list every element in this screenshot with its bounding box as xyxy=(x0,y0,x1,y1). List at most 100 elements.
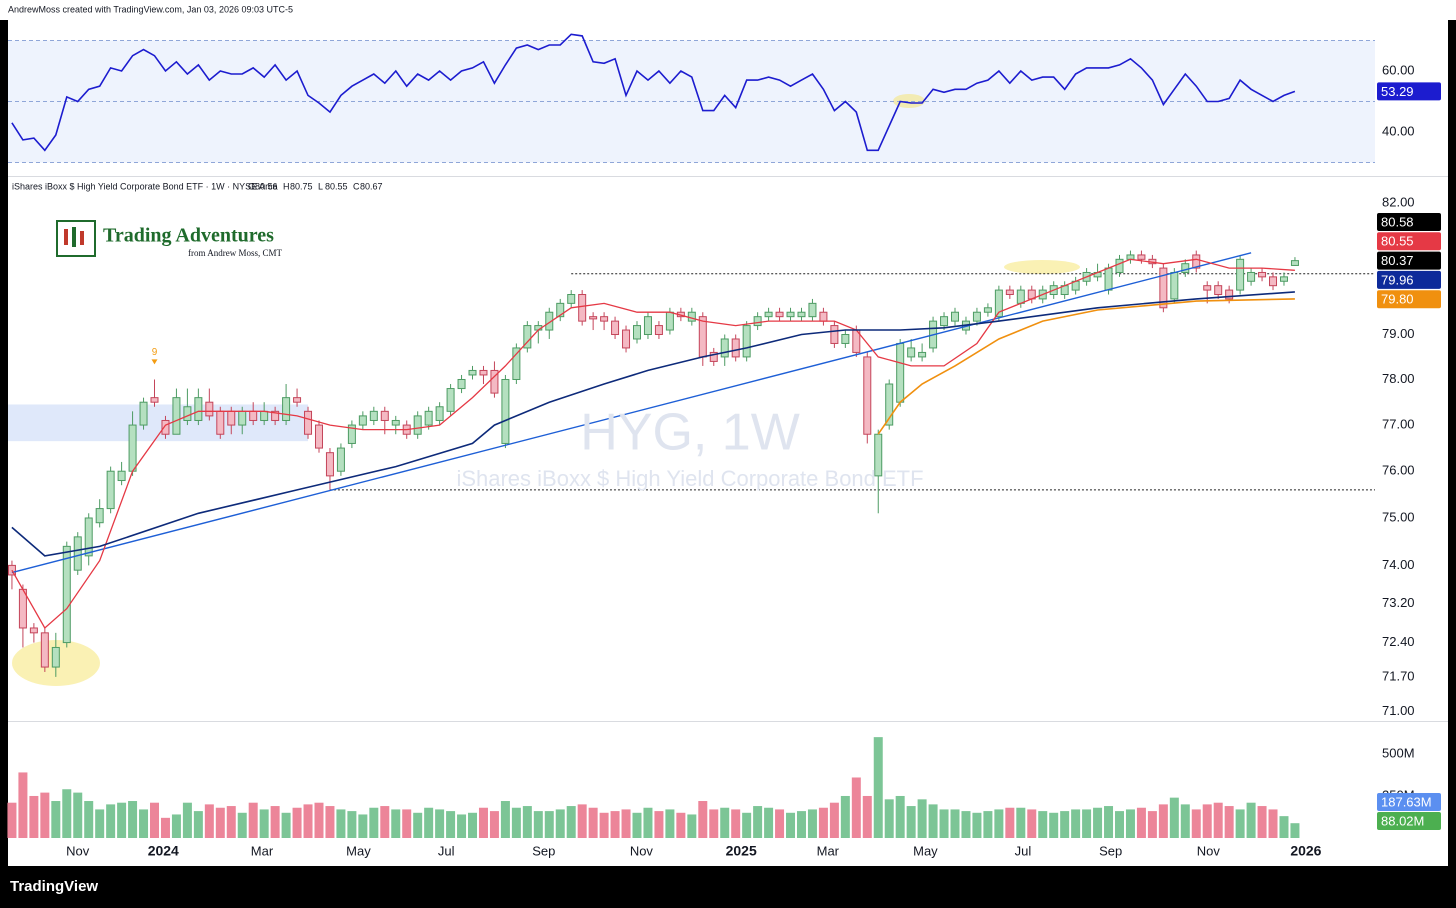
volume-bar xyxy=(248,802,258,838)
logo-icon xyxy=(64,229,68,245)
volume-bar xyxy=(818,807,828,838)
y-tick-label: 73.20 xyxy=(1382,595,1415,610)
candle-body xyxy=(424,410,433,426)
candle-body xyxy=(918,351,927,358)
volume-bar xyxy=(1136,807,1146,838)
top-bar xyxy=(0,0,1456,20)
candle-body xyxy=(84,517,93,557)
volume-bar xyxy=(1279,816,1289,838)
candle-body xyxy=(512,347,521,380)
candle-body xyxy=(600,316,609,322)
ohlc-value: 80.67 xyxy=(360,181,383,191)
candle-body xyxy=(1203,285,1212,291)
candle-body xyxy=(73,536,82,571)
price-badge xyxy=(1377,82,1441,101)
volume-bar xyxy=(413,812,423,838)
volume-bar xyxy=(1060,811,1070,838)
ohlc-prefix: H xyxy=(283,181,290,191)
volume-bar xyxy=(720,807,730,838)
price-badge-label: 80.37 xyxy=(1381,253,1414,268)
highlight xyxy=(893,94,925,108)
y-tick-label: 71.70 xyxy=(1382,668,1415,683)
volume-bar xyxy=(18,772,28,838)
y-tick-label: 74.00 xyxy=(1382,557,1415,572)
volume-bar xyxy=(500,801,510,838)
candle-body xyxy=(1137,254,1146,260)
volume-bar xyxy=(632,812,642,838)
price-badge xyxy=(1377,270,1441,289)
candle-body xyxy=(874,433,883,477)
candle-body xyxy=(161,419,170,435)
y-tick-label: 76.00 xyxy=(1382,463,1415,478)
volume-bar xyxy=(1213,802,1223,838)
volume-bar xyxy=(1147,811,1157,838)
volume-bar xyxy=(906,806,916,838)
logo: Trading Adventures from Andrew Moss, CMT xyxy=(56,220,283,258)
volume-bar xyxy=(160,817,170,838)
volume-bar xyxy=(478,807,488,838)
volume-bar xyxy=(665,809,675,838)
volume-bar xyxy=(654,811,664,838)
candle-body xyxy=(786,311,795,318)
candle-body xyxy=(227,410,236,426)
candle-body xyxy=(150,397,159,403)
volume-bar xyxy=(314,802,324,838)
volume-bar xyxy=(204,804,214,838)
volume-bar xyxy=(51,801,61,838)
candle-body xyxy=(490,369,499,394)
candle-body xyxy=(194,397,203,421)
candle-body xyxy=(578,294,587,322)
volume-bar xyxy=(226,806,236,838)
volume-bar xyxy=(566,806,576,838)
candle-body xyxy=(183,406,192,421)
candle-body xyxy=(205,401,214,417)
candle-body xyxy=(951,311,960,322)
candle-body xyxy=(304,410,313,435)
volume-bar xyxy=(1027,809,1037,838)
volume-bar xyxy=(292,807,302,838)
candle-body xyxy=(325,452,334,477)
volume-bar xyxy=(544,811,554,838)
candle-body xyxy=(808,302,817,318)
price-badge-label: 79.96 xyxy=(1381,272,1414,287)
candle-body xyxy=(1247,271,1256,282)
candle-body xyxy=(841,334,850,344)
volume-bar xyxy=(983,811,993,838)
volume-bar xyxy=(95,809,105,838)
volume-bar xyxy=(555,809,565,838)
volume-bar xyxy=(435,809,445,838)
volume-bar xyxy=(928,804,938,838)
volume-bar xyxy=(62,789,72,838)
volume-bar xyxy=(687,814,697,838)
volume-bar xyxy=(281,812,291,838)
volume-bar xyxy=(1038,811,1048,838)
x-tick-label: Nov xyxy=(630,843,654,858)
volume-bar xyxy=(829,802,839,838)
candle-body xyxy=(1236,258,1245,291)
price-badge xyxy=(1377,213,1441,231)
volume-bar xyxy=(358,814,368,838)
volume-bar xyxy=(994,809,1004,838)
x-tick-label: Mar xyxy=(251,843,274,858)
volume-bar xyxy=(391,809,401,838)
volume-bar xyxy=(29,795,39,838)
volume-bar xyxy=(807,809,817,838)
volume-bar xyxy=(128,801,138,838)
price-badge-label: 88.02M xyxy=(1381,813,1424,828)
volume-bar xyxy=(336,809,346,838)
watermark: HYG, 1W iShares iBoxx $ High Yield Corpo… xyxy=(456,404,923,491)
volume-bar xyxy=(84,801,94,838)
volume-bar xyxy=(742,812,752,838)
ohlc-prefix: C xyxy=(353,181,360,191)
price-badge xyxy=(1377,290,1441,309)
volume-bar xyxy=(796,811,806,838)
volume-bar xyxy=(106,804,116,838)
indicator-line xyxy=(11,291,1295,557)
volume-bar xyxy=(237,812,247,838)
logo-title: Trading Adventures xyxy=(103,225,274,247)
volume-bar xyxy=(468,812,478,838)
watermark-name: iShares iBoxx $ High Yield Corporate Bon… xyxy=(456,466,923,491)
y-tick-label: 75.00 xyxy=(1382,509,1415,524)
volume-bar xyxy=(40,792,50,838)
rsi-line xyxy=(11,33,1296,152)
